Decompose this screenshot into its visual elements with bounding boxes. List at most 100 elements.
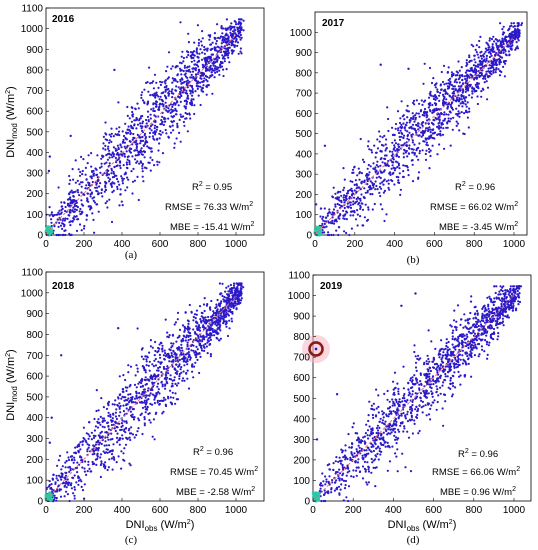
data-point bbox=[161, 344, 164, 347]
data-point bbox=[391, 150, 394, 153]
data-point bbox=[71, 455, 74, 458]
data-point bbox=[114, 147, 117, 150]
data-point bbox=[95, 189, 98, 192]
data-point bbox=[122, 388, 125, 391]
data-point bbox=[144, 142, 147, 145]
data-point bbox=[99, 475, 102, 479]
data-point bbox=[122, 374, 125, 377]
data-point bbox=[379, 176, 382, 180]
data-point bbox=[337, 216, 340, 220]
data-point bbox=[447, 117, 450, 120]
data-point bbox=[123, 153, 126, 156]
data-point bbox=[186, 86, 189, 89]
data-point bbox=[139, 385, 142, 388]
data-point bbox=[385, 154, 388, 157]
data-point bbox=[367, 208, 370, 211]
data-point bbox=[101, 417, 104, 420]
data-point bbox=[204, 63, 207, 66]
data-point bbox=[417, 158, 420, 161]
data-point bbox=[55, 474, 58, 477]
data-point bbox=[157, 86, 160, 89]
data-point bbox=[443, 111, 446, 114]
data-point bbox=[60, 468, 63, 471]
data-point bbox=[56, 490, 59, 493]
data-point bbox=[238, 21, 241, 24]
data-point bbox=[141, 164, 144, 167]
data-point bbox=[124, 172, 127, 175]
data-point bbox=[121, 419, 124, 422]
data-point bbox=[50, 211, 54, 214]
data-point bbox=[449, 382, 452, 385]
data-point bbox=[63, 495, 66, 498]
data-point bbox=[65, 486, 68, 489]
data-point bbox=[82, 440, 85, 443]
data-point bbox=[194, 317, 197, 320]
data-point bbox=[104, 465, 107, 468]
data-point bbox=[467, 346, 470, 350]
data-point bbox=[218, 282, 221, 285]
data-point bbox=[144, 383, 147, 386]
data-point bbox=[200, 74, 203, 77]
data-point bbox=[103, 419, 106, 422]
data-point bbox=[99, 463, 102, 467]
data-point bbox=[449, 103, 452, 106]
data-point bbox=[112, 172, 115, 175]
data-point bbox=[180, 343, 183, 346]
data-point bbox=[340, 483, 343, 486]
data-point bbox=[119, 411, 122, 414]
data-point bbox=[366, 189, 369, 192]
data-point bbox=[209, 55, 212, 59]
data-point bbox=[484, 77, 487, 80]
data-point bbox=[86, 448, 89, 451]
data-point bbox=[455, 113, 458, 116]
data-point bbox=[338, 226, 341, 229]
data-point bbox=[491, 50, 494, 53]
data-point bbox=[206, 303, 209, 306]
y-tick-label: 1100 bbox=[21, 4, 43, 15]
data-point bbox=[167, 372, 170, 375]
data-point bbox=[444, 90, 447, 93]
data-point bbox=[203, 52, 206, 55]
data-point bbox=[74, 181, 77, 184]
data-point bbox=[108, 139, 111, 142]
outlier-point bbox=[50, 416, 53, 419]
data-point bbox=[222, 50, 225, 53]
data-point bbox=[96, 154, 99, 157]
data-point bbox=[191, 343, 194, 346]
data-point bbox=[70, 189, 73, 192]
data-point bbox=[494, 61, 497, 64]
data-point bbox=[197, 94, 200, 97]
data-point bbox=[125, 138, 128, 141]
data-point bbox=[69, 201, 72, 204]
data-point bbox=[193, 112, 196, 116]
data-point bbox=[417, 177, 420, 180]
y-tick-label: 700 bbox=[26, 351, 43, 362]
data-point bbox=[225, 325, 228, 328]
data-point bbox=[51, 214, 54, 217]
data-point bbox=[207, 340, 210, 343]
data-point bbox=[411, 139, 414, 142]
data-point bbox=[444, 372, 447, 376]
data-point bbox=[154, 96, 157, 99]
data-point bbox=[188, 113, 191, 116]
data-point bbox=[96, 203, 99, 206]
data-point bbox=[141, 122, 144, 125]
data-point bbox=[425, 113, 428, 116]
data-point bbox=[496, 48, 499, 51]
data-point bbox=[152, 109, 155, 112]
data-point bbox=[161, 350, 164, 353]
data-point bbox=[173, 367, 176, 370]
data-point bbox=[182, 60, 185, 63]
data-point bbox=[462, 96, 465, 100]
data-point bbox=[375, 176, 378, 179]
data-point bbox=[349, 180, 352, 183]
data-point bbox=[219, 324, 222, 327]
data-point bbox=[408, 121, 411, 124]
data-point bbox=[129, 140, 132, 143]
data-point bbox=[463, 132, 466, 136]
data-point bbox=[461, 78, 464, 81]
data-point bbox=[64, 205, 67, 209]
data-point bbox=[171, 334, 174, 337]
data-point bbox=[59, 495, 63, 498]
data-point bbox=[127, 397, 130, 400]
